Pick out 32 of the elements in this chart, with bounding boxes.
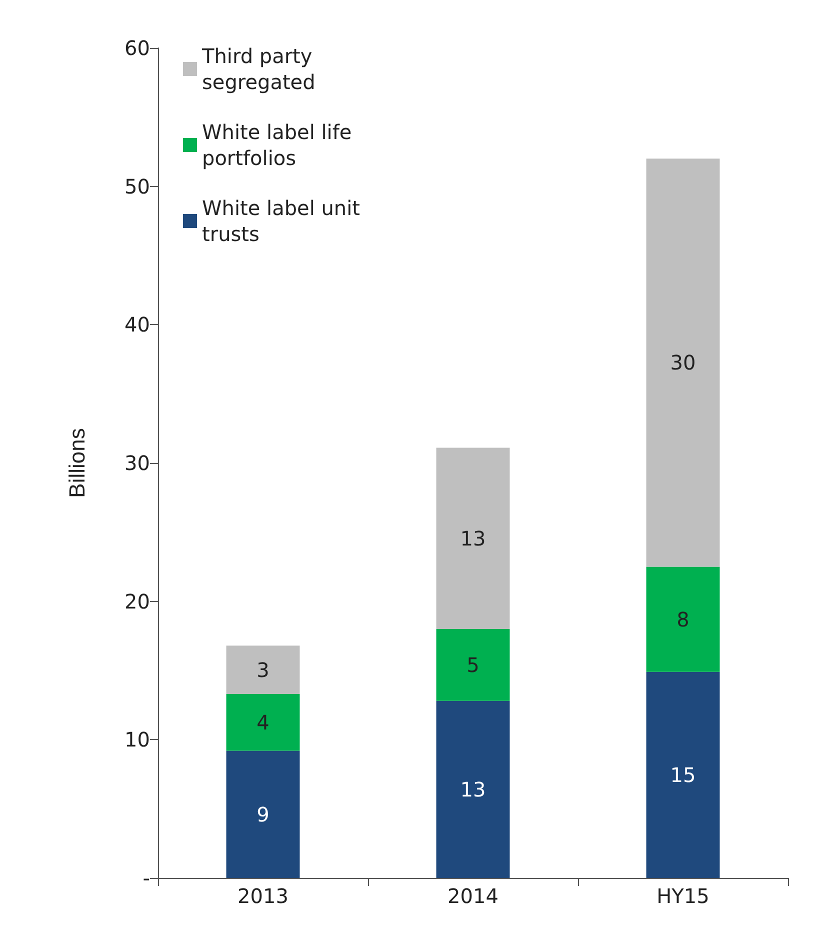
x-tick-label: 2013 [238, 884, 288, 908]
data-label: 4 [256, 710, 270, 734]
legend-label: Third party segregated [201, 44, 319, 94]
y-tick-label: 20 [124, 589, 150, 614]
bar [646, 158, 720, 567]
y-tick-label: - [142, 866, 150, 890]
bar [436, 448, 510, 629]
y-tick-label: 50 [124, 174, 150, 198]
data-label: 13 [460, 526, 486, 550]
x-tick-label: HY15 [656, 884, 710, 908]
data-label: 30 [670, 350, 696, 375]
data-label: 8 [676, 607, 690, 632]
bar [226, 694, 300, 751]
bar [646, 566, 720, 672]
legend-label: White label life portfolios [202, 120, 358, 170]
y-axis-title: Billions [64, 428, 90, 498]
data-label: 3 [256, 658, 270, 682]
y-tick-label: 40 [124, 312, 150, 337]
bar [436, 700, 510, 878]
legend-label: White label unit trusts [202, 196, 366, 246]
bar [646, 672, 720, 878]
y-tick-label: 30 [124, 451, 150, 475]
x-tick-label: 2014 [448, 884, 498, 908]
data-label: 13 [460, 777, 486, 802]
data-label: 5 [466, 652, 480, 677]
data-label: 9 [256, 802, 270, 826]
bar [436, 629, 510, 701]
bar [226, 750, 300, 878]
data-label: 15 [670, 762, 696, 787]
y-tick-label: 60 [124, 36, 150, 60]
y-tick-label: 10 [124, 728, 150, 752]
bar [226, 646, 300, 694]
